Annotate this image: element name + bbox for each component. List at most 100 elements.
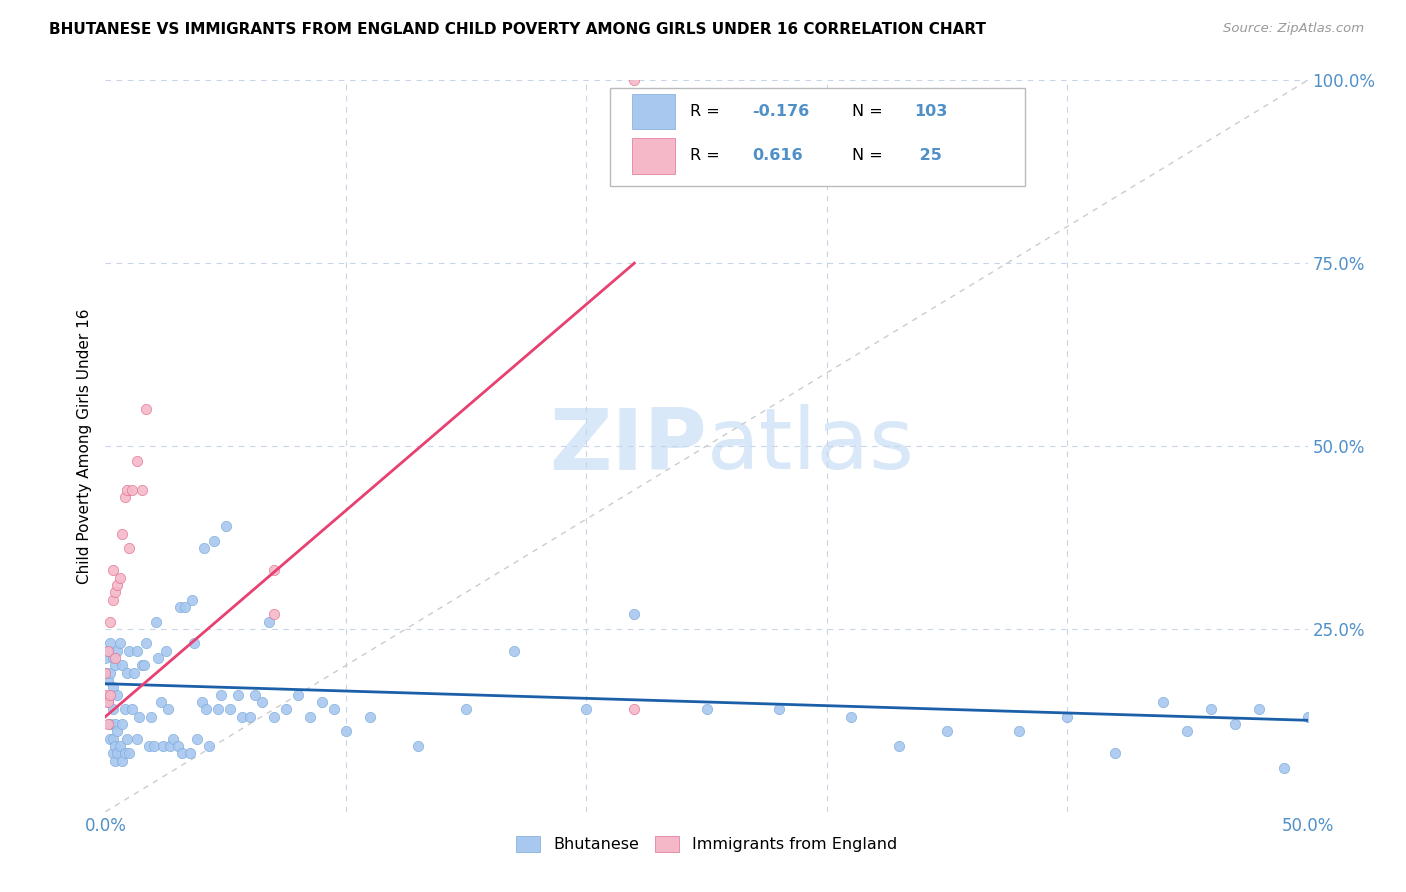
Point [111,658,134,673]
Point [190,695,212,709]
Point [128,709,150,723]
Point [298,709,321,723]
Point [239,709,262,723]
Point [887,739,910,753]
Point [98,615,121,629]
Point [156,702,179,716]
Point [142,739,165,753]
Y-axis label: Child Poverty Among Girls Under 16: Child Poverty Among Girls Under 16 [76,309,91,583]
Point [114,490,136,504]
Text: -0.176: -0.176 [752,104,810,119]
Point [114,746,136,760]
Point [107,688,129,702]
Point [121,483,143,497]
Point [839,709,862,723]
Text: R =: R = [690,104,720,119]
Point [97,695,120,709]
Text: 25: 25 [914,148,942,163]
Point [209,688,232,702]
Point [1225,717,1247,731]
Point [186,731,208,746]
Point [107,578,129,592]
Point [139,709,162,723]
Legend: Bhutanese, Immigrants from England: Bhutanese, Immigrants from England [510,830,903,859]
Point [101,592,124,607]
Point [101,681,124,695]
Point [623,73,645,87]
Text: N =: N = [852,148,883,163]
Point [335,724,357,739]
Point [1272,761,1295,775]
Point [311,695,333,709]
Text: N =: N = [852,104,883,119]
Text: R =: R = [690,148,720,163]
Point [107,644,129,658]
Point [1296,709,1319,723]
Point [101,731,124,746]
Point [97,695,120,709]
FancyBboxPatch shape [631,94,675,129]
Point [107,746,129,760]
Point [287,688,309,702]
Point [108,571,131,585]
Point [1152,695,1174,709]
Text: BHUTANESE VS IMMIGRANTS FROM ENGLAND CHILD POVERTY AMONG GIRLS UNDER 16 CORRELAT: BHUTANESE VS IMMIGRANTS FROM ENGLAND CHI… [49,22,986,37]
Text: 0.616: 0.616 [752,148,803,163]
Point [118,644,141,658]
Point [207,702,229,716]
Point [138,739,160,753]
Point [145,615,167,629]
Point [406,739,429,753]
Point [1008,724,1031,739]
Point [1177,724,1199,739]
Point [183,636,205,650]
Point [172,746,194,760]
Text: 103: 103 [914,104,948,119]
Text: atlas: atlas [707,404,914,488]
Point [575,702,598,716]
Point [135,402,157,417]
Point [195,702,218,716]
Point [179,746,201,760]
Point [193,541,215,556]
Point [936,724,959,739]
Point [159,739,181,753]
Point [456,702,478,716]
Point [623,607,645,622]
Point [94,665,117,680]
Point [162,731,184,746]
Point [98,731,121,746]
Point [1201,702,1223,716]
Point [104,658,127,673]
Point [94,665,117,680]
Point [104,585,127,599]
Point [202,534,225,549]
Point [124,665,146,680]
Point [98,665,121,680]
Point [274,702,297,716]
Point [118,746,141,760]
Point [219,702,242,716]
Text: Source: ZipAtlas.com: Source: ZipAtlas.com [1223,22,1364,36]
Point [115,665,138,680]
FancyBboxPatch shape [610,87,1025,186]
Point [101,746,124,760]
Point [623,702,645,716]
Point [121,702,143,716]
Point [118,541,141,556]
Point [104,739,127,753]
Point [257,615,280,629]
Point [114,702,136,716]
Point [125,453,148,467]
Point [107,724,129,739]
Point [198,739,221,753]
Point [250,695,273,709]
Point [94,651,117,665]
Point [111,717,134,731]
Point [108,636,131,650]
Point [131,483,153,497]
Point [104,717,127,731]
Point [131,658,153,673]
Point [111,526,134,541]
Point [132,658,155,673]
